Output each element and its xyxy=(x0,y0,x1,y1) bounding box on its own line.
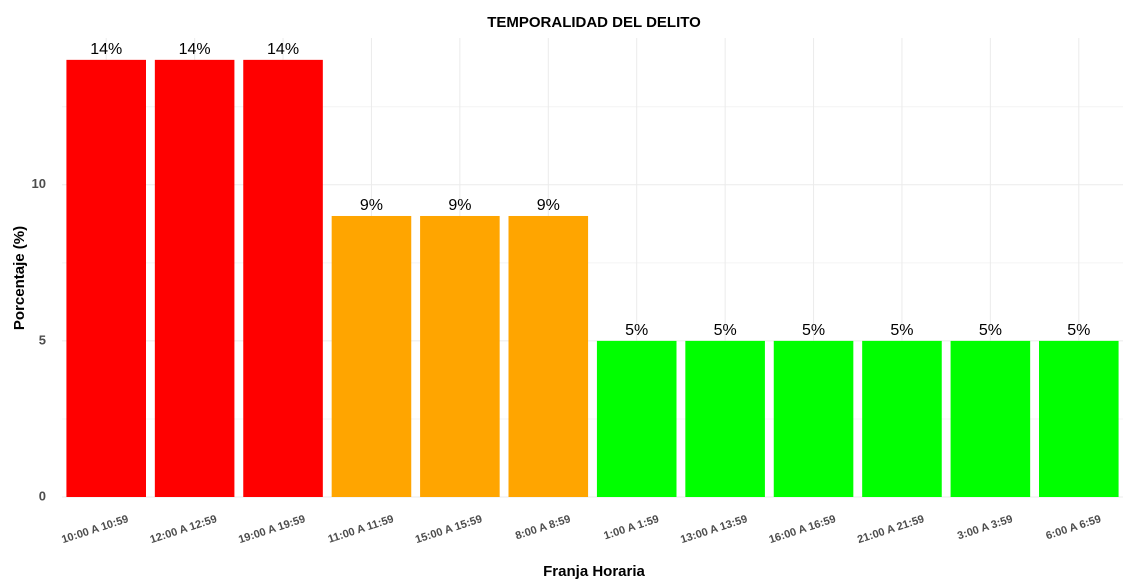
x-tick-label: 1:00 A 1:59 xyxy=(602,513,660,542)
x-tick-label: 13:00 A 13:59 xyxy=(679,513,749,546)
x-tick-label: 10:00 A 10:59 xyxy=(60,513,130,546)
data-label: 14% xyxy=(90,41,122,58)
x-axis-title: Franja Horaria xyxy=(543,563,645,579)
data-label: 5% xyxy=(625,322,648,339)
x-tick-label: 21:00 A 21:59 xyxy=(856,513,926,546)
data-label: 5% xyxy=(890,322,913,339)
bar xyxy=(773,340,854,497)
chart-title: TEMPORALIDAD DEL DELITO xyxy=(487,14,701,31)
y-axis-title: Porcentaje (%) xyxy=(11,226,28,330)
bar xyxy=(950,340,1031,497)
data-label: 9% xyxy=(537,197,560,214)
data-label: 9% xyxy=(448,197,471,214)
data-label: 5% xyxy=(802,322,825,339)
data-label: 5% xyxy=(714,322,737,339)
data-label: 14% xyxy=(267,41,299,58)
x-tick-label: 19:00 A 19:59 xyxy=(237,513,307,546)
bar xyxy=(596,340,677,497)
x-tick-label: 16:00 A 16:59 xyxy=(768,513,838,546)
bar xyxy=(862,340,942,497)
x-tick-label: 11:00 A 11:59 xyxy=(327,513,396,546)
y-tick-label: 10 xyxy=(32,176,46,191)
x-tick-label: 15:00 A 15:59 xyxy=(414,513,484,546)
data-label: 9% xyxy=(360,197,383,214)
data-label: 14% xyxy=(179,41,211,58)
bar xyxy=(66,59,146,497)
x-tick-label: 12:00 A 12:59 xyxy=(149,513,219,546)
x-tick-label: 3:00 A 3:59 xyxy=(956,513,1014,542)
x-tick-label: 8:00 A 8:59 xyxy=(514,513,572,542)
bar xyxy=(154,59,235,497)
bar xyxy=(420,215,500,497)
bar xyxy=(685,340,765,497)
x-tick-label: 6:00 A 6:59 xyxy=(1044,513,1102,542)
bar xyxy=(331,215,412,497)
data-label: 5% xyxy=(979,322,1002,339)
y-tick-label: 0 xyxy=(39,488,46,503)
y-tick-label: 5 xyxy=(39,332,46,347)
data-label: 5% xyxy=(1067,322,1090,339)
bar xyxy=(243,59,323,497)
bar xyxy=(508,215,589,497)
bar xyxy=(1039,340,1119,497)
